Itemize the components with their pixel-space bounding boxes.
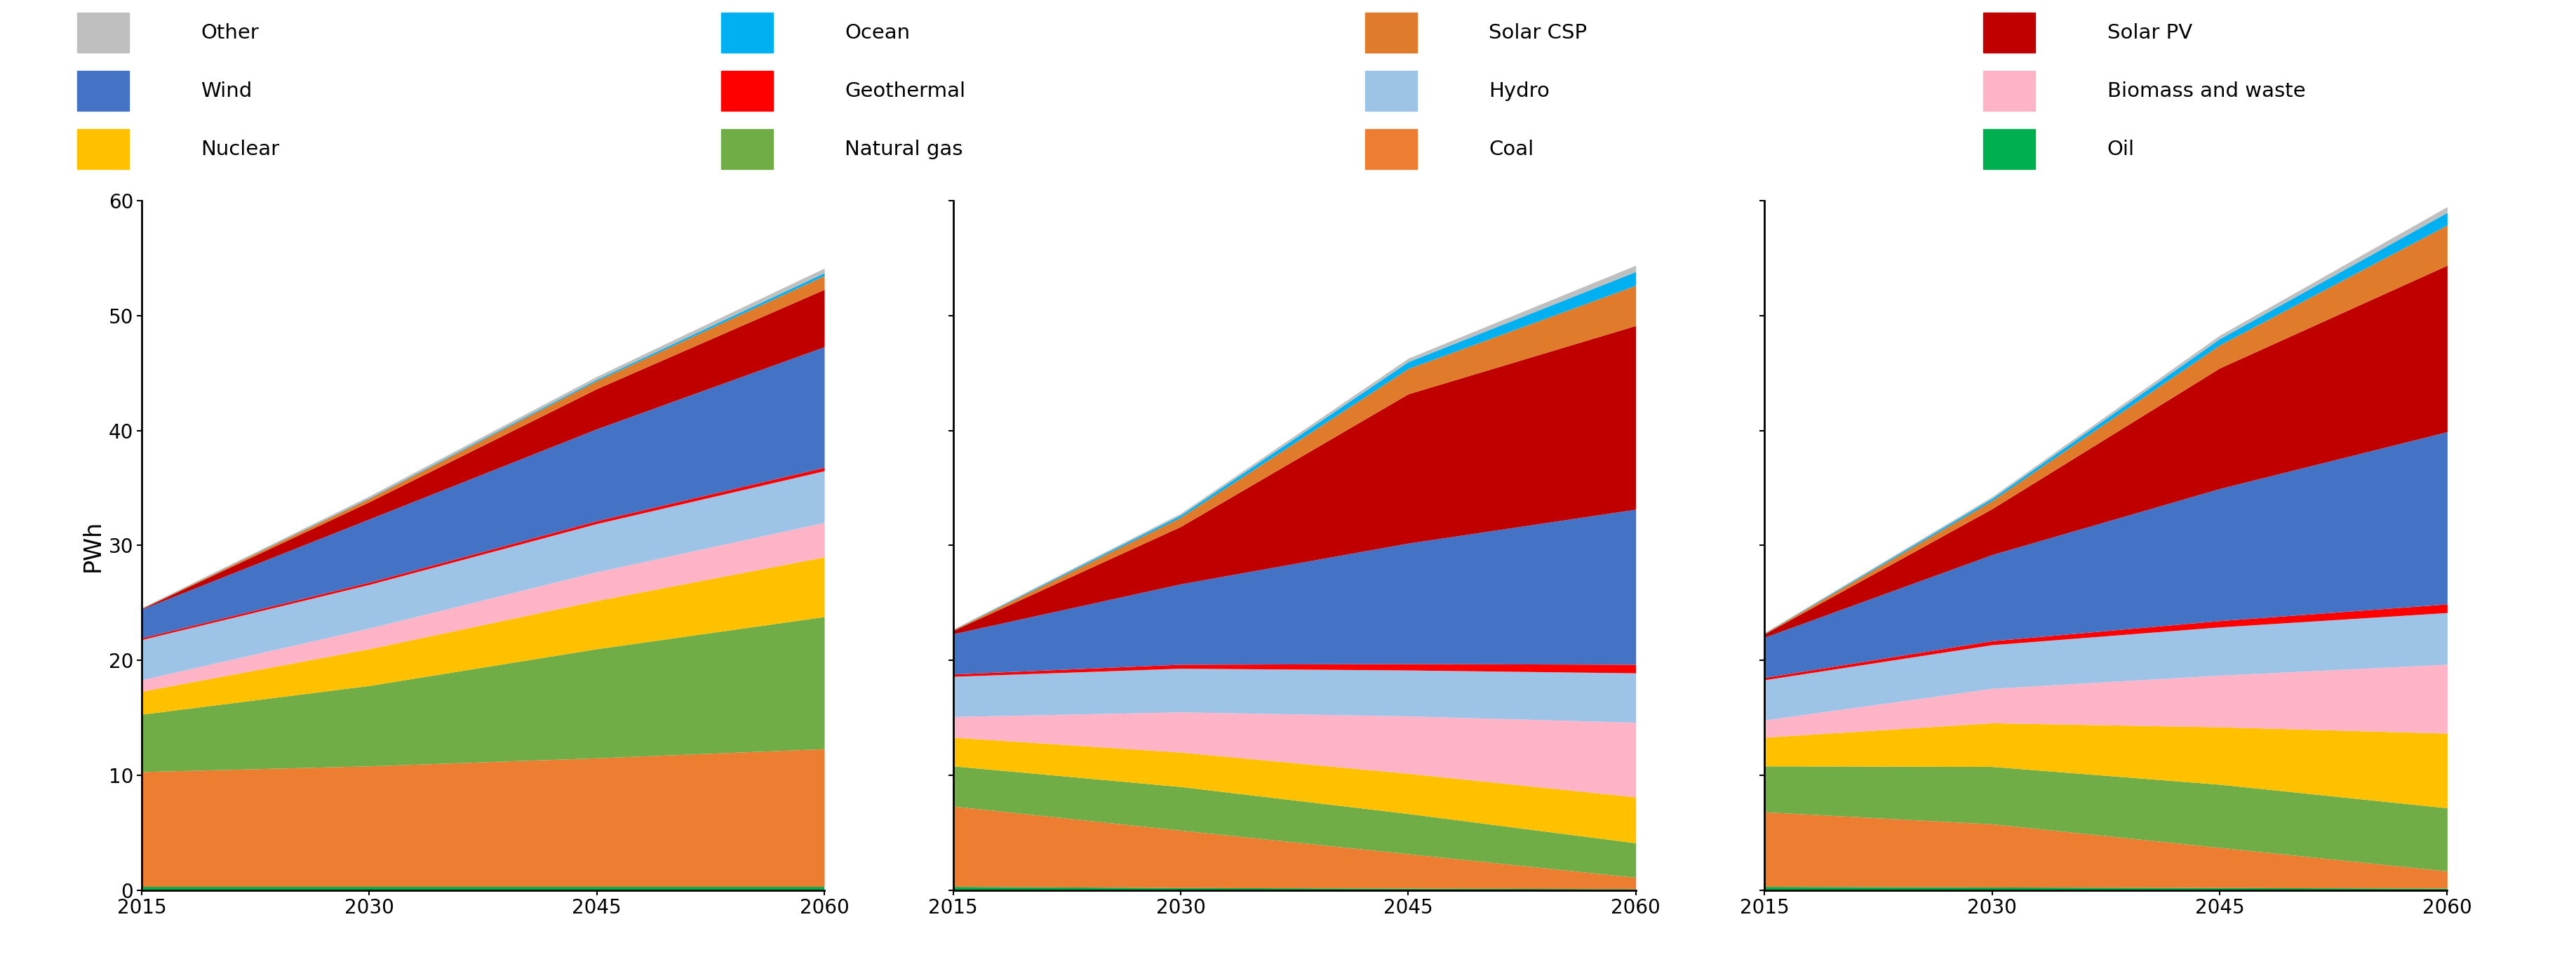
Bar (77, 71, 129, 111)
Bar (1365, 12, 1417, 53)
Text: Natural gas: Natural gas (845, 140, 963, 159)
Text: Geothermal: Geothermal (845, 81, 966, 100)
Bar (721, 71, 773, 111)
Text: Ocean: Ocean (845, 23, 909, 42)
Text: Biomass and waste: Biomass and waste (2107, 81, 2306, 100)
Bar (721, 12, 773, 53)
Text: Hydro: Hydro (1489, 81, 1551, 100)
Text: Oil: Oil (2107, 140, 2136, 159)
Bar (1984, 129, 2035, 169)
Text: Wind: Wind (201, 81, 252, 100)
Bar (1365, 129, 1417, 169)
Text: Solar PV: Solar PV (2107, 23, 2192, 42)
Bar (1365, 71, 1417, 111)
Text: Other: Other (201, 23, 260, 42)
Text: Coal: Coal (1489, 140, 1533, 159)
Bar (1984, 12, 2035, 53)
Y-axis label: PWh: PWh (82, 520, 106, 571)
Text: Nuclear: Nuclear (201, 140, 281, 159)
Bar (77, 12, 129, 53)
Text: Solar CSP: Solar CSP (1489, 23, 1587, 42)
Bar (77, 129, 129, 169)
Bar (721, 129, 773, 169)
Bar (1984, 71, 2035, 111)
